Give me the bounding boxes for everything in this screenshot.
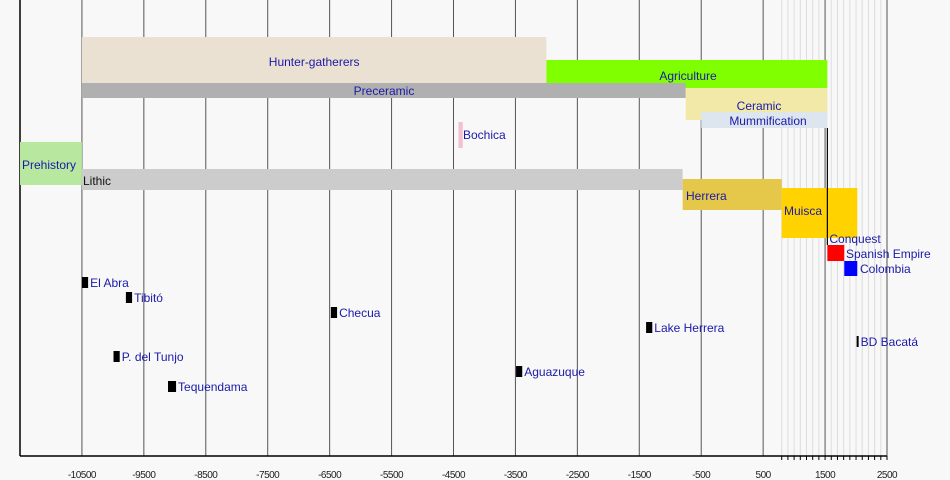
site-marker-bd-bacata: [856, 336, 859, 347]
period-label-ceramic: Ceramic: [737, 99, 782, 113]
x-tick-label: -8500: [194, 470, 218, 480]
period-bar-herrera: [682, 179, 782, 210]
site-label-p-del-tunjo: P. del Tunjo: [122, 350, 184, 364]
x-tick-label: -5500: [380, 470, 404, 480]
event-label-conquest: Conquest: [829, 232, 881, 246]
site-marker-el-abra: [81, 277, 89, 288]
period-label-spanish-empire: Spanish Empire: [846, 247, 931, 261]
site-marker-tibito: [125, 292, 133, 303]
x-tick-label: 500: [756, 470, 772, 480]
period-label-herrera: Herrera: [686, 189, 727, 203]
site-marker-p-del-tunjo: [113, 351, 120, 362]
x-tick-label: -1500: [628, 470, 652, 480]
site-marker-tequendama: [168, 381, 177, 392]
site-label-el-abra: El Abra: [90, 276, 129, 290]
x-tick-label: -7500: [256, 470, 280, 480]
period-bar-preceramic: [81, 83, 686, 98]
period-bar-lithic: [81, 169, 683, 190]
site-marker-aguazuque: [516, 366, 523, 377]
site-label-tibito: Tibitó: [134, 291, 163, 305]
x-tick-label: -3500: [504, 470, 528, 480]
period-label-muisca: Muisca: [784, 204, 822, 218]
site-label-aguazuque: Aguazuque: [524, 365, 585, 379]
site-marker-lake-herrera: [646, 322, 653, 333]
period-label-colombia: Colombia: [860, 262, 911, 276]
period-label-agriculture: Agriculture: [659, 69, 717, 83]
x-tick-label: 2500: [877, 470, 898, 480]
period-label-lithic: Lithic: [83, 174, 111, 188]
period-label-prehistory: Prehistory: [22, 158, 76, 172]
x-tick-label: -10500: [68, 470, 97, 480]
period-bar-prehistory: [20, 142, 82, 185]
x-tick-label: -4500: [442, 470, 466, 480]
period-label-bochica: Bochica: [463, 128, 506, 142]
x-tick-label: -6500: [318, 470, 342, 480]
period-label-mummification: Mummification: [729, 114, 806, 128]
period-bar-bochica: [458, 122, 463, 148]
period-bar-mummification: [701, 112, 828, 128]
site-label-lake-herrera: Lake Herrera: [654, 321, 724, 335]
period-label-hunter-gatherers: Hunter-gatherers: [269, 55, 360, 69]
site-marker-checua: [330, 307, 338, 318]
period-bar-hunter-gatherers: [81, 37, 547, 83]
x-tick-label: -2500: [566, 470, 590, 480]
x-tick-label: -500: [692, 470, 711, 480]
site-label-bd-bacata: BD Bacatá: [861, 335, 919, 349]
site-label-tequendama: Tequendama: [178, 380, 248, 394]
period-bar-colombia: [844, 261, 858, 276]
x-tick-label: -9500: [132, 470, 156, 480]
period-label-preceramic: Preceramic: [354, 84, 415, 98]
x-tick-label: 1500: [815, 470, 836, 480]
period-bar-muisca: [781, 188, 858, 238]
site-label-checua: Checua: [339, 306, 381, 320]
period-bar-spanish-empire: [827, 245, 845, 261]
